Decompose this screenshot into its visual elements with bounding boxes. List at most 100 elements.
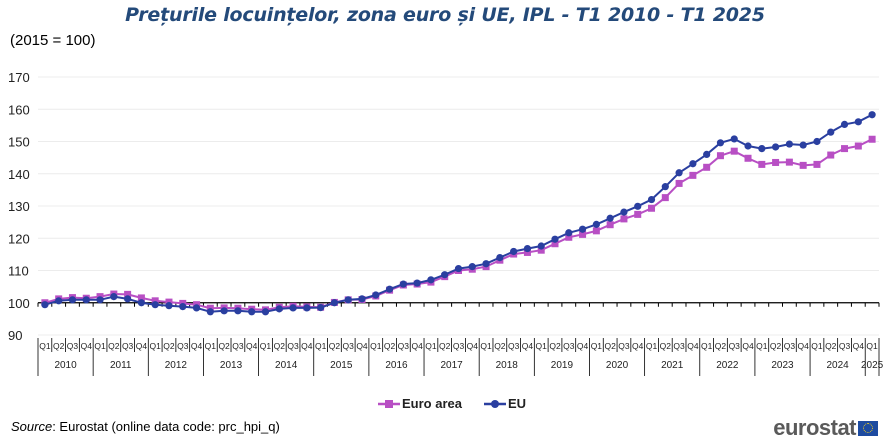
data-point[interactable] <box>248 308 256 316</box>
data-point[interactable] <box>358 295 366 303</box>
data-point[interactable] <box>730 147 738 155</box>
data-point[interactable] <box>785 140 793 148</box>
x-quarter-label: Q1 <box>94 341 106 351</box>
data-point[interactable] <box>785 158 793 166</box>
data-point[interactable] <box>537 246 545 254</box>
data-point[interactable] <box>758 160 766 168</box>
data-point[interactable] <box>372 291 380 299</box>
data-point[interactable] <box>827 128 835 136</box>
data-point[interactable] <box>703 163 711 171</box>
data-point[interactable] <box>730 135 738 143</box>
data-point[interactable] <box>234 307 242 315</box>
data-point[interactable] <box>841 145 849 153</box>
data-point[interactable] <box>840 120 849 129</box>
data-point[interactable] <box>82 296 90 304</box>
legend: Euro area EU <box>378 396 548 411</box>
data-point[interactable] <box>454 264 463 273</box>
data-point[interactable] <box>510 247 518 256</box>
data-point[interactable] <box>675 179 683 187</box>
data-point[interactable] <box>772 158 780 166</box>
x-quarter-label: Q3 <box>508 341 520 351</box>
data-point[interactable] <box>758 144 766 153</box>
data-point[interactable] <box>385 285 394 293</box>
data-point[interactable] <box>468 263 476 271</box>
data-point[interactable] <box>799 161 807 169</box>
data-point[interactable] <box>744 142 752 150</box>
data-point[interactable] <box>523 248 531 256</box>
data-point[interactable] <box>137 294 145 302</box>
data-point[interactable] <box>579 230 587 238</box>
x-quarter-label: Q2 <box>218 341 230 351</box>
x-quarter-label: Q1 <box>370 341 382 351</box>
data-point[interactable] <box>96 296 104 304</box>
data-point[interactable] <box>606 221 614 229</box>
data-point[interactable] <box>592 227 600 235</box>
data-point[interactable] <box>634 202 642 210</box>
data-point[interactable] <box>565 229 573 237</box>
data-point[interactable] <box>620 215 628 223</box>
legend-square-marker-icon <box>378 399 400 408</box>
data-point[interactable] <box>716 152 724 160</box>
data-point[interactable] <box>110 293 118 301</box>
data-point[interactable] <box>482 260 490 268</box>
x-year-label: 2014 <box>275 360 298 371</box>
data-point[interactable] <box>813 137 821 146</box>
data-point[interactable] <box>124 295 132 303</box>
data-point[interactable] <box>151 297 159 305</box>
data-point[interactable] <box>854 118 862 126</box>
data-point[interactable] <box>41 301 49 309</box>
data-point[interactable] <box>427 276 435 284</box>
data-point[interactable] <box>799 141 807 149</box>
data-point[interactable] <box>634 210 642 218</box>
data-point[interactable] <box>868 135 876 143</box>
data-point[interactable] <box>523 244 532 253</box>
data-point[interactable] <box>537 242 545 250</box>
data-point[interactable] <box>689 160 697 168</box>
data-point[interactable] <box>496 254 504 262</box>
data-point[interactable] <box>330 299 339 307</box>
data-point[interactable] <box>275 305 283 313</box>
data-point[interactable] <box>771 143 780 151</box>
data-point[interactable] <box>399 280 407 288</box>
data-point[interactable] <box>179 303 187 311</box>
data-point[interactable] <box>261 308 270 316</box>
data-point[interactable] <box>124 290 132 298</box>
data-point[interactable] <box>648 204 656 212</box>
data-point[interactable] <box>620 208 628 216</box>
data-point[interactable] <box>165 302 173 310</box>
data-point[interactable] <box>317 303 325 312</box>
data-point[interactable] <box>813 160 821 168</box>
data-point[interactable] <box>661 194 669 202</box>
data-point[interactable] <box>606 214 614 222</box>
data-point[interactable] <box>303 304 311 312</box>
data-point[interactable] <box>716 139 725 147</box>
data-point[interactable] <box>151 301 159 309</box>
data-point[interactable] <box>647 195 656 204</box>
data-point[interactable] <box>854 142 862 150</box>
data-point[interactable] <box>551 240 559 248</box>
legend-item-eu[interactable]: EU <box>483 396 526 411</box>
data-point[interactable] <box>703 150 711 158</box>
data-point[interactable] <box>868 111 876 119</box>
data-point[interactable] <box>192 304 201 312</box>
data-point[interactable] <box>592 220 600 228</box>
data-point[interactable] <box>68 296 77 304</box>
data-point[interactable] <box>344 296 352 304</box>
data-point[interactable] <box>206 308 214 316</box>
data-point[interactable] <box>689 171 697 179</box>
data-point[interactable] <box>578 225 587 233</box>
data-point[interactable] <box>827 151 835 159</box>
data-point[interactable] <box>675 169 683 177</box>
data-point[interactable] <box>220 307 228 315</box>
data-point[interactable] <box>551 235 559 243</box>
data-point[interactable] <box>744 154 752 162</box>
legend-item-euro-area[interactable]: Euro area <box>378 396 462 411</box>
data-point[interactable] <box>137 299 146 307</box>
data-point[interactable] <box>441 271 449 279</box>
data-point[interactable] <box>661 183 669 191</box>
data-point[interactable] <box>413 279 421 287</box>
data-point[interactable] <box>55 297 63 305</box>
data-point[interactable] <box>289 304 297 312</box>
x-quarter-label: Q4 <box>577 341 589 351</box>
data-point[interactable] <box>565 233 573 241</box>
